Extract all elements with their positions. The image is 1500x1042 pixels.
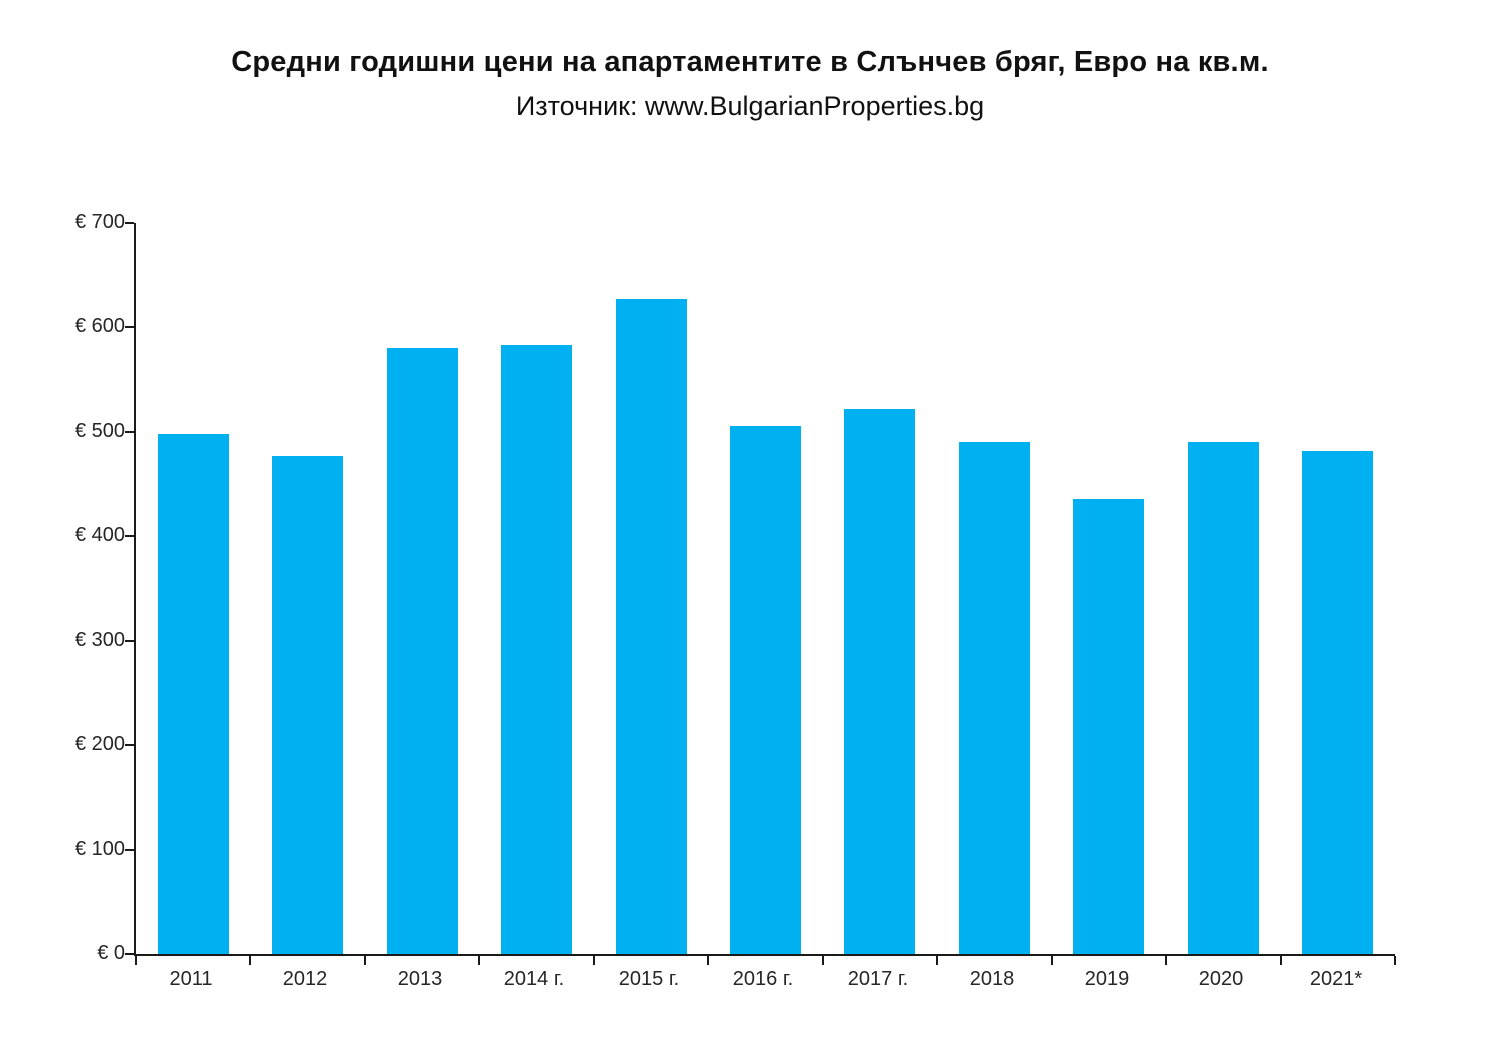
x-axis-label-2018: 2018: [969, 968, 1015, 990]
x-axis-tick: [936, 956, 938, 965]
y-axis-label: € 500: [74, 420, 125, 442]
y-axis-tick: [125, 849, 134, 851]
y-axis-tick: [125, 640, 134, 642]
bar-2018: [959, 442, 1030, 954]
y-axis-label: € 100: [74, 838, 125, 860]
x-axis-tick: [707, 956, 709, 965]
chart-title: Средни годишни цени на апартаментите в С…: [231, 46, 1269, 78]
bar-2019: [1073, 499, 1144, 954]
x-axis-tick: [135, 956, 137, 965]
bar-2016 г.: [730, 426, 801, 954]
bar-2012: [272, 456, 343, 954]
x-axis-label-2019: 2019: [1084, 968, 1130, 990]
x-axis-label-2011: 2011: [169, 968, 213, 990]
y-axis-tick: [125, 326, 134, 328]
y-axis-tick: [125, 953, 134, 955]
x-axis-label-2013: 2013: [397, 968, 443, 990]
bar-2015 г.: [616, 299, 687, 954]
x-axis-label-2021*: 2021*: [1309, 968, 1363, 990]
chart-subtitle: Източник: www.BulgarianProperties.bg: [515, 91, 985, 121]
bar-2011: [158, 434, 229, 954]
x-axis-label-2020: 2020: [1198, 968, 1244, 990]
x-axis-label-2017 г.: 2017 г.: [847, 968, 909, 990]
x-axis-tick: [1280, 956, 1282, 965]
y-axis-tick: [125, 222, 134, 224]
x-axis-label-2016 г.: 2016 г.: [732, 968, 794, 990]
x-axis-tick: [478, 956, 480, 965]
y-axis-label: € 600: [74, 315, 125, 337]
y-axis-label: € 700: [74, 211, 125, 233]
bar-2014 г.: [501, 345, 572, 954]
x-axis-tick: [249, 956, 251, 965]
x-axis-label-2015 г.: 2015 г.: [618, 968, 680, 990]
bar-2017 г.: [844, 409, 915, 954]
y-axis-tick: [125, 535, 134, 537]
y-axis-label: € 300: [74, 629, 125, 651]
y-axis-tick: [125, 431, 134, 433]
bar-2013: [387, 348, 458, 954]
y-axis-label: € 400: [74, 524, 125, 546]
x-axis-tick: [1394, 956, 1396, 965]
x-axis-label-2012: 2012: [282, 968, 328, 990]
y-axis-label: € 200: [74, 733, 125, 755]
x-axis-label-2014 г.: 2014 г.: [503, 968, 565, 990]
x-axis-tick: [593, 956, 595, 965]
y-axis-label: € 0: [97, 942, 125, 964]
bar-2020: [1188, 442, 1259, 954]
y-axis-tick: [125, 744, 134, 746]
x-axis-tick: [1165, 956, 1167, 965]
x-axis-tick: [1051, 956, 1053, 965]
plot-area: [125, 222, 1396, 965]
x-axis-tick: [822, 956, 824, 965]
x-axis-tick: [364, 956, 366, 965]
bar-2021*: [1302, 451, 1373, 954]
